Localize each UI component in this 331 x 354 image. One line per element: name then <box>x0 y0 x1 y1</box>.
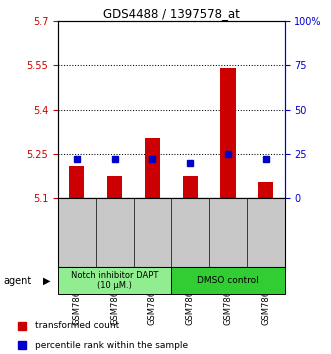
Text: DMSO control: DMSO control <box>197 276 259 285</box>
Bar <box>183 176 198 198</box>
Text: ▶: ▶ <box>43 275 51 286</box>
Bar <box>69 166 84 198</box>
Bar <box>258 182 273 198</box>
FancyBboxPatch shape <box>171 267 285 294</box>
Text: Notch inhibitor DAPT
(10 μM.): Notch inhibitor DAPT (10 μM.) <box>71 271 158 290</box>
Bar <box>107 176 122 198</box>
Text: percentile rank within the sample: percentile rank within the sample <box>34 341 188 350</box>
Bar <box>220 68 236 198</box>
Title: GDS4488 / 1397578_at: GDS4488 / 1397578_at <box>103 7 240 20</box>
FancyBboxPatch shape <box>58 267 171 294</box>
Bar <box>145 138 160 198</box>
Text: transformed count: transformed count <box>34 321 119 330</box>
Text: agent: agent <box>3 275 31 286</box>
